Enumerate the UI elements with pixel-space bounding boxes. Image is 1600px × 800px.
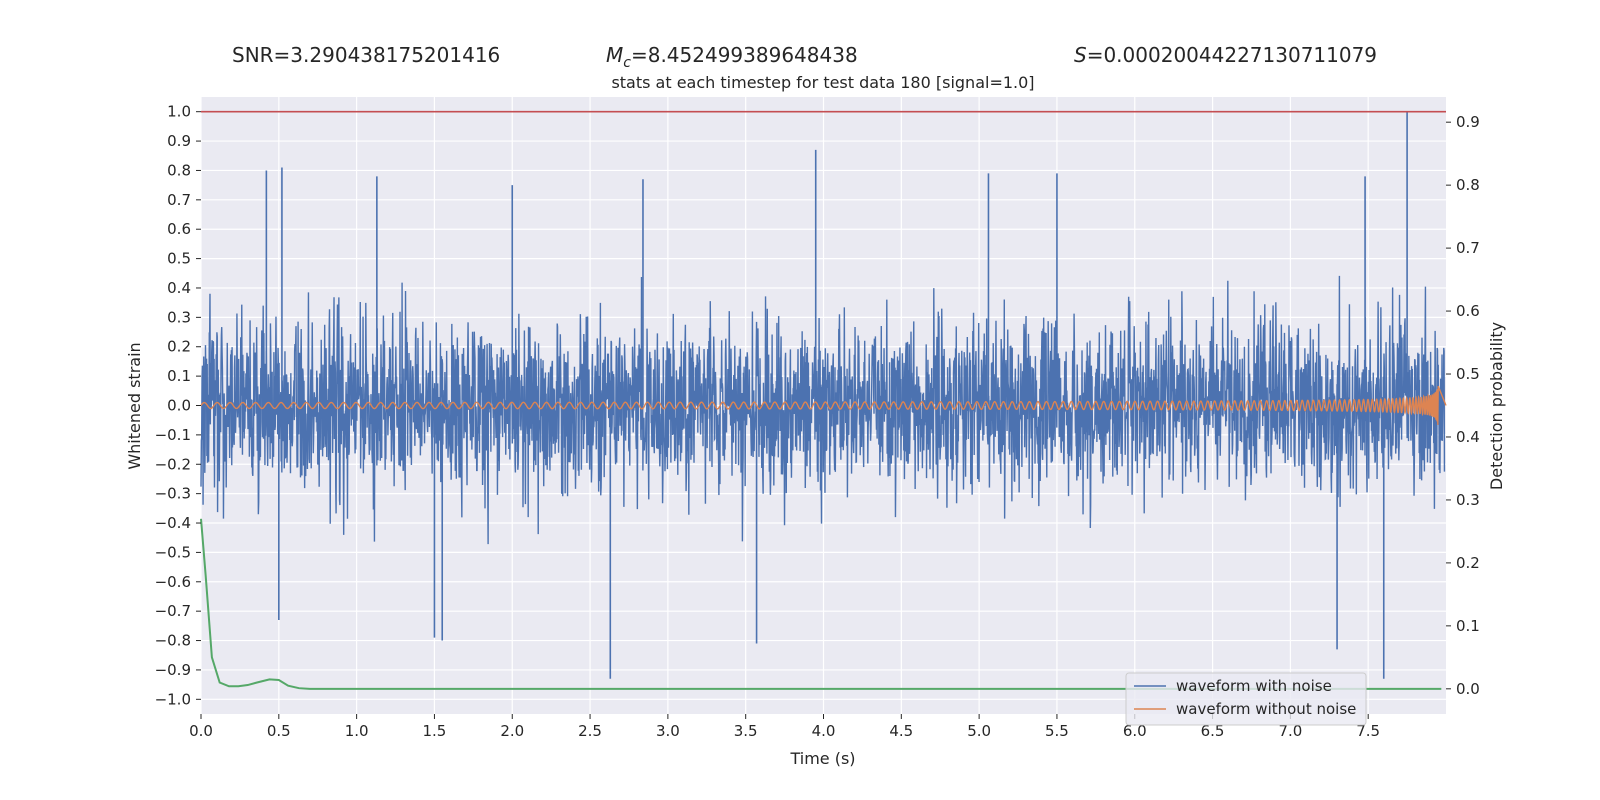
y-tick-label: 0.5: [167, 250, 191, 268]
x-axis-label: Time (s): [789, 749, 855, 768]
x-tick-label: 1.5: [423, 722, 447, 740]
y-tick-label: 0.8: [167, 161, 191, 179]
y-tick-label: −0.4: [155, 514, 191, 532]
y-tick-label: −1.0: [155, 690, 191, 708]
chart-title: stats at each timestep for test data 180…: [611, 73, 1034, 92]
y-tick-label: −0.1: [155, 426, 191, 444]
y2-tick-label: 0.5: [1456, 365, 1480, 383]
y-tick-label: 0.3: [167, 308, 191, 326]
y-tick-label: 0.2: [167, 338, 191, 356]
y-tick-label: 0.9: [167, 132, 191, 150]
legend-box: [1125, 672, 1367, 726]
chirp-mass-symbol: M: [606, 43, 623, 67]
x-tick-label: 0.0: [189, 722, 213, 740]
x-tick-label: 3.5: [734, 722, 758, 740]
s-value: =0.00020044227130711079: [1087, 43, 1377, 67]
y2-tick-label: 0.4: [1456, 428, 1480, 446]
y-tick-label: 0.4: [167, 279, 191, 297]
y-axis-label: Whitened strain: [125, 342, 144, 469]
s-symbol: S: [1074, 43, 1087, 67]
y-tick-label: −0.6: [155, 573, 191, 591]
y-tick-label: −0.3: [155, 485, 191, 503]
y-tick-label: −0.9: [155, 661, 191, 679]
chirp-mass-subscript: c: [623, 55, 631, 71]
y2-tick-label: 0.2: [1456, 554, 1480, 572]
legend: waveform with noise waveform without noi…: [1125, 672, 1367, 726]
y2-tick-label: 0.6: [1456, 302, 1480, 320]
legend-label-clean: waveform without noise: [1176, 700, 1356, 718]
y-tick-label: −0.7: [155, 602, 191, 620]
y2-axis-ticks: 0.9 0.8 0.7 0.6 0.5 0.4 0.3 0.2 0.1 0.0: [1446, 113, 1480, 698]
x-tick-label: 7.5: [1356, 722, 1380, 740]
y-tick-label: 1.0: [167, 103, 191, 121]
y2-tick-label: 0.3: [1456, 491, 1480, 509]
chirp-mass-stat: Mc=8.452499389648438: [606, 43, 858, 71]
y-tick-label: 0.1: [167, 367, 191, 385]
snr-stat: SNR=3.290438175201416: [232, 43, 500, 67]
y-tick-label: −0.2: [155, 455, 191, 473]
y-tick-label: 0.6: [167, 220, 191, 238]
y-tick-label: −0.5: [155, 543, 191, 561]
x-tick-label: 4.5: [889, 722, 913, 740]
x-tick-label: 3.0: [656, 722, 680, 740]
x-axis-ticks: 0.0 0.5 1.0 1.5 2.0 2.5 3.0 3.5 4.0 4.5 5.0 5.5 6.0 6…: [189, 714, 1380, 740]
series-waveform-with-noise: [200, 111, 1446, 679]
x-tick-label: 4.0: [812, 722, 836, 740]
legend-label-noisy: waveform with noise: [1176, 677, 1332, 695]
x-tick-label: 0.5: [267, 722, 291, 740]
y2-tick-label: 0.7: [1456, 239, 1480, 257]
x-tick-label: 5.0: [967, 722, 991, 740]
x-tick-label: 2.0: [500, 722, 524, 740]
y-tick-label: 0.0: [167, 397, 191, 415]
y-axis-ticks: 1.0 0.9 0.8 0.7 0.6 0.5 0.4 0.3 0.2 0.1 0.0 −0.1 −0.…: [155, 103, 201, 708]
clean-waveform-line: [200, 385, 1447, 425]
y-tick-label: 0.7: [167, 191, 191, 209]
x-tick-label: 7.0: [1278, 722, 1302, 740]
noisy-waveform-line: [200, 275, 1446, 545]
x-tick-label: 5.5: [1045, 722, 1069, 740]
x-tick-label: 6.0: [1123, 722, 1147, 740]
y-tick-label: −0.8: [155, 632, 191, 650]
y2-tick-label: 0.1: [1456, 617, 1480, 635]
x-tick-label: 1.0: [345, 722, 369, 740]
y2-tick-label: 0.0: [1456, 680, 1480, 698]
y2-axis-label: Detection probability: [1487, 322, 1506, 490]
series-waveform-without-noise: [200, 385, 1447, 425]
y2-tick-label: 0.8: [1456, 176, 1480, 194]
chirp-mass-value: =8.452499389648438: [631, 43, 858, 67]
series-detection-probability: [200, 518, 1442, 690]
probability-line: [200, 518, 1442, 690]
x-tick-label: 6.5: [1201, 722, 1225, 740]
y2-tick-label: 0.9: [1456, 113, 1480, 131]
x-tick-label: 2.5: [578, 722, 602, 740]
s-stat: S=0.00020044227130711079: [1074, 43, 1377, 67]
